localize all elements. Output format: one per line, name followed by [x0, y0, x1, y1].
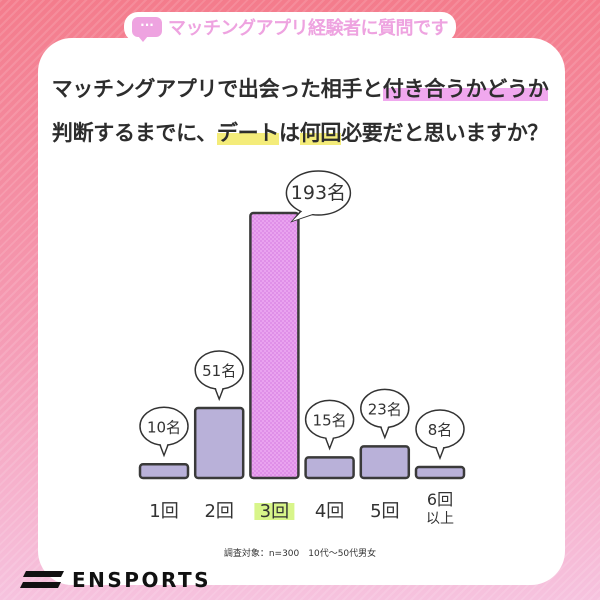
category-highlight — [254, 503, 295, 520]
brand-name: ENSPORTS — [72, 568, 212, 592]
data-label: 8名 — [428, 421, 453, 439]
question-text: マッチングアプリで出会った相手と — [51, 77, 384, 101]
data-label-bubble: 10名 — [139, 406, 189, 458]
question-text: 判断するまでに、 — [51, 121, 217, 145]
data-label-bubble: 15名 — [304, 399, 355, 451]
question-highlight: 付き合うかどうか — [382, 77, 549, 101]
data-label: 15名 — [313, 411, 347, 429]
bar — [138, 463, 190, 480]
data-label: 23名 — [368, 400, 402, 418]
brand-logo: ENSPORTS — [20, 568, 211, 592]
data-label: 193名 — [291, 182, 346, 204]
category-label: 2回 — [204, 501, 233, 522]
category-label: 5回 — [370, 501, 399, 522]
category-label: 4回 — [315, 501, 344, 522]
question-line-2: 判断するまでに、デートは何回必要だと思いますか？ — [0, 117, 600, 147]
data-label: 51名 — [202, 362, 236, 380]
bar — [193, 406, 245, 480]
category-label: 1回 — [149, 501, 178, 522]
footnote: 調査対象：n=300 10代〜50代男女 — [223, 549, 377, 559]
header-tag: ··· マッチングアプリ経験者に質問です — [124, 12, 456, 42]
data-label-bubble: 23名 — [360, 388, 410, 440]
chat-bubble-icon: ··· — [132, 17, 162, 42]
data-label-bubble: 8名 — [415, 409, 465, 461]
data-label-bubble: 51名 — [194, 350, 244, 402]
question-line-1: マッチングアプリで出会った相手と付き合うかどうか — [0, 73, 600, 103]
category-label: 以上 — [426, 511, 454, 527]
bar — [414, 465, 466, 480]
bar — [249, 211, 300, 480]
question-highlight: 何回 — [299, 121, 342, 145]
brand-mark-icon — [20, 571, 64, 588]
category-label: 3回 — [260, 501, 289, 522]
data-label-bubble: 193名 — [285, 170, 352, 223]
header-tag-text: マッチングアプリ経験者に質問です — [168, 18, 449, 39]
bar — [304, 456, 355, 480]
question-highlight: デート — [216, 121, 279, 145]
question-text: は — [278, 121, 300, 145]
bar — [359, 445, 411, 480]
question-text: 必要だと思いますか？ — [341, 121, 549, 145]
data-label: 10名 — [147, 418, 181, 436]
category-label: 6回 — [427, 490, 453, 509]
